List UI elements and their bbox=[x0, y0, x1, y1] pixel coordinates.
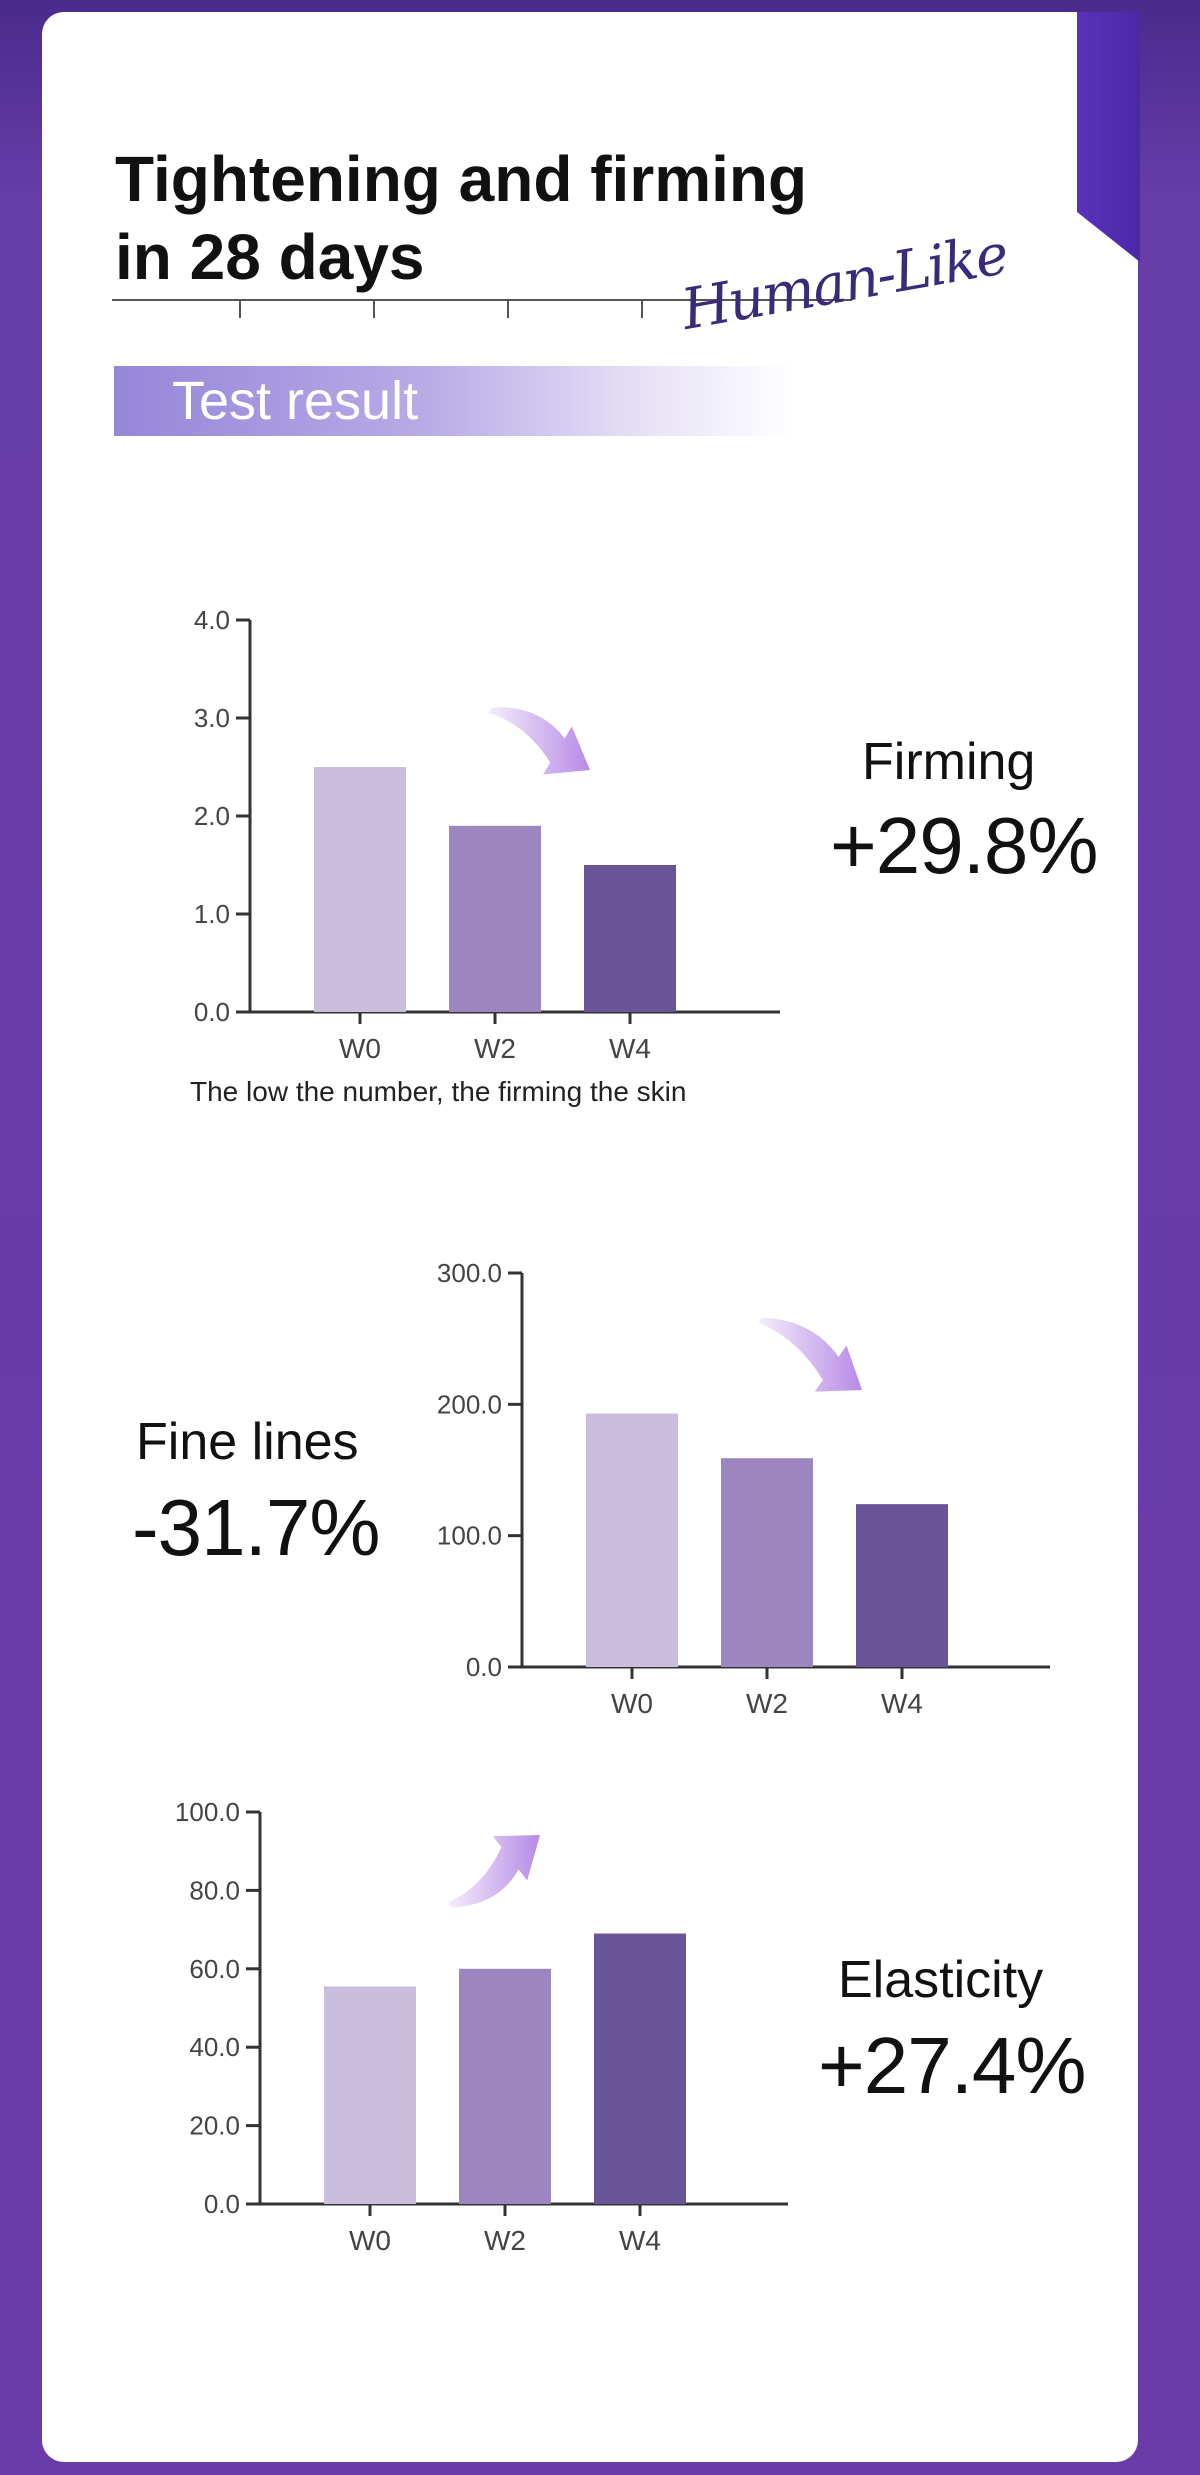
bar-w4 bbox=[594, 1933, 686, 2204]
ruler-line bbox=[112, 299, 852, 318]
test-result-banner bbox=[114, 366, 794, 436]
title-line-1: Tightening and firming bbox=[115, 143, 808, 215]
corner-decoration bbox=[1077, 12, 1140, 262]
x-tick-label: W0 bbox=[339, 1033, 381, 1064]
y-tick-label: 100.0 bbox=[175, 1797, 240, 1827]
firming-value: +29.8% bbox=[830, 801, 1099, 890]
bar-w0 bbox=[586, 1413, 678, 1667]
y-tick-label: 0.0 bbox=[466, 1652, 502, 1682]
trend-arrow-icon bbox=[488, 707, 590, 775]
x-tick-label: W4 bbox=[881, 1688, 923, 1719]
x-tick-label: W4 bbox=[609, 1033, 651, 1064]
x-tick-label: W4 bbox=[619, 2225, 661, 2256]
y-tick-label: 20.0 bbox=[189, 2111, 240, 2141]
x-tick-label: W2 bbox=[484, 2225, 526, 2256]
y-tick-label: 3.0 bbox=[194, 703, 230, 733]
bar-w0 bbox=[314, 767, 406, 1012]
x-tick-label: W2 bbox=[746, 1688, 788, 1719]
page-title: Tightening and firming in 28 days bbox=[115, 140, 875, 296]
bar-w4 bbox=[584, 865, 676, 1012]
y-tick-label: 300.0 bbox=[437, 1258, 502, 1288]
title-line-2: in 28 days bbox=[115, 221, 425, 293]
x-tick-label: W0 bbox=[611, 1688, 653, 1719]
y-tick-label: 60.0 bbox=[189, 1954, 240, 1984]
y-tick-label: 40.0 bbox=[189, 2032, 240, 2062]
bar-w4 bbox=[856, 1504, 948, 1667]
y-tick-label: 0.0 bbox=[204, 2189, 240, 2219]
fine-lines-label: Fine lines bbox=[136, 1413, 359, 1471]
bar-w0 bbox=[324, 1986, 416, 2204]
y-tick-label: 200.0 bbox=[437, 1389, 502, 1419]
y-tick-label: 4.0 bbox=[194, 605, 230, 635]
test-result-label: Test result bbox=[172, 371, 419, 431]
trend-arrow-icon bbox=[448, 1835, 540, 1908]
x-tick-label: W2 bbox=[474, 1033, 516, 1064]
elasticity-value: +27.4% bbox=[818, 2021, 1087, 2110]
bar-w2 bbox=[459, 1968, 551, 2204]
y-tick-label: 100.0 bbox=[437, 1521, 502, 1551]
bar-w2 bbox=[449, 825, 541, 1012]
elasticity-label: Elasticity bbox=[838, 1951, 1044, 2009]
bar-w2 bbox=[721, 1458, 813, 1667]
y-tick-label: 1.0 bbox=[194, 899, 230, 929]
firming-label: Firming bbox=[862, 733, 1036, 791]
x-tick-label: W0 bbox=[349, 2225, 391, 2256]
y-tick-label: 0.0 bbox=[194, 997, 230, 1027]
chart-note: The low the number, the firming the skin bbox=[190, 1076, 687, 1107]
fine-lines-value: -31.7% bbox=[132, 1483, 380, 1572]
y-tick-label: 80.0 bbox=[189, 1875, 240, 1905]
trend-arrow-icon bbox=[758, 1317, 862, 1392]
y-tick-label: 2.0 bbox=[194, 801, 230, 831]
